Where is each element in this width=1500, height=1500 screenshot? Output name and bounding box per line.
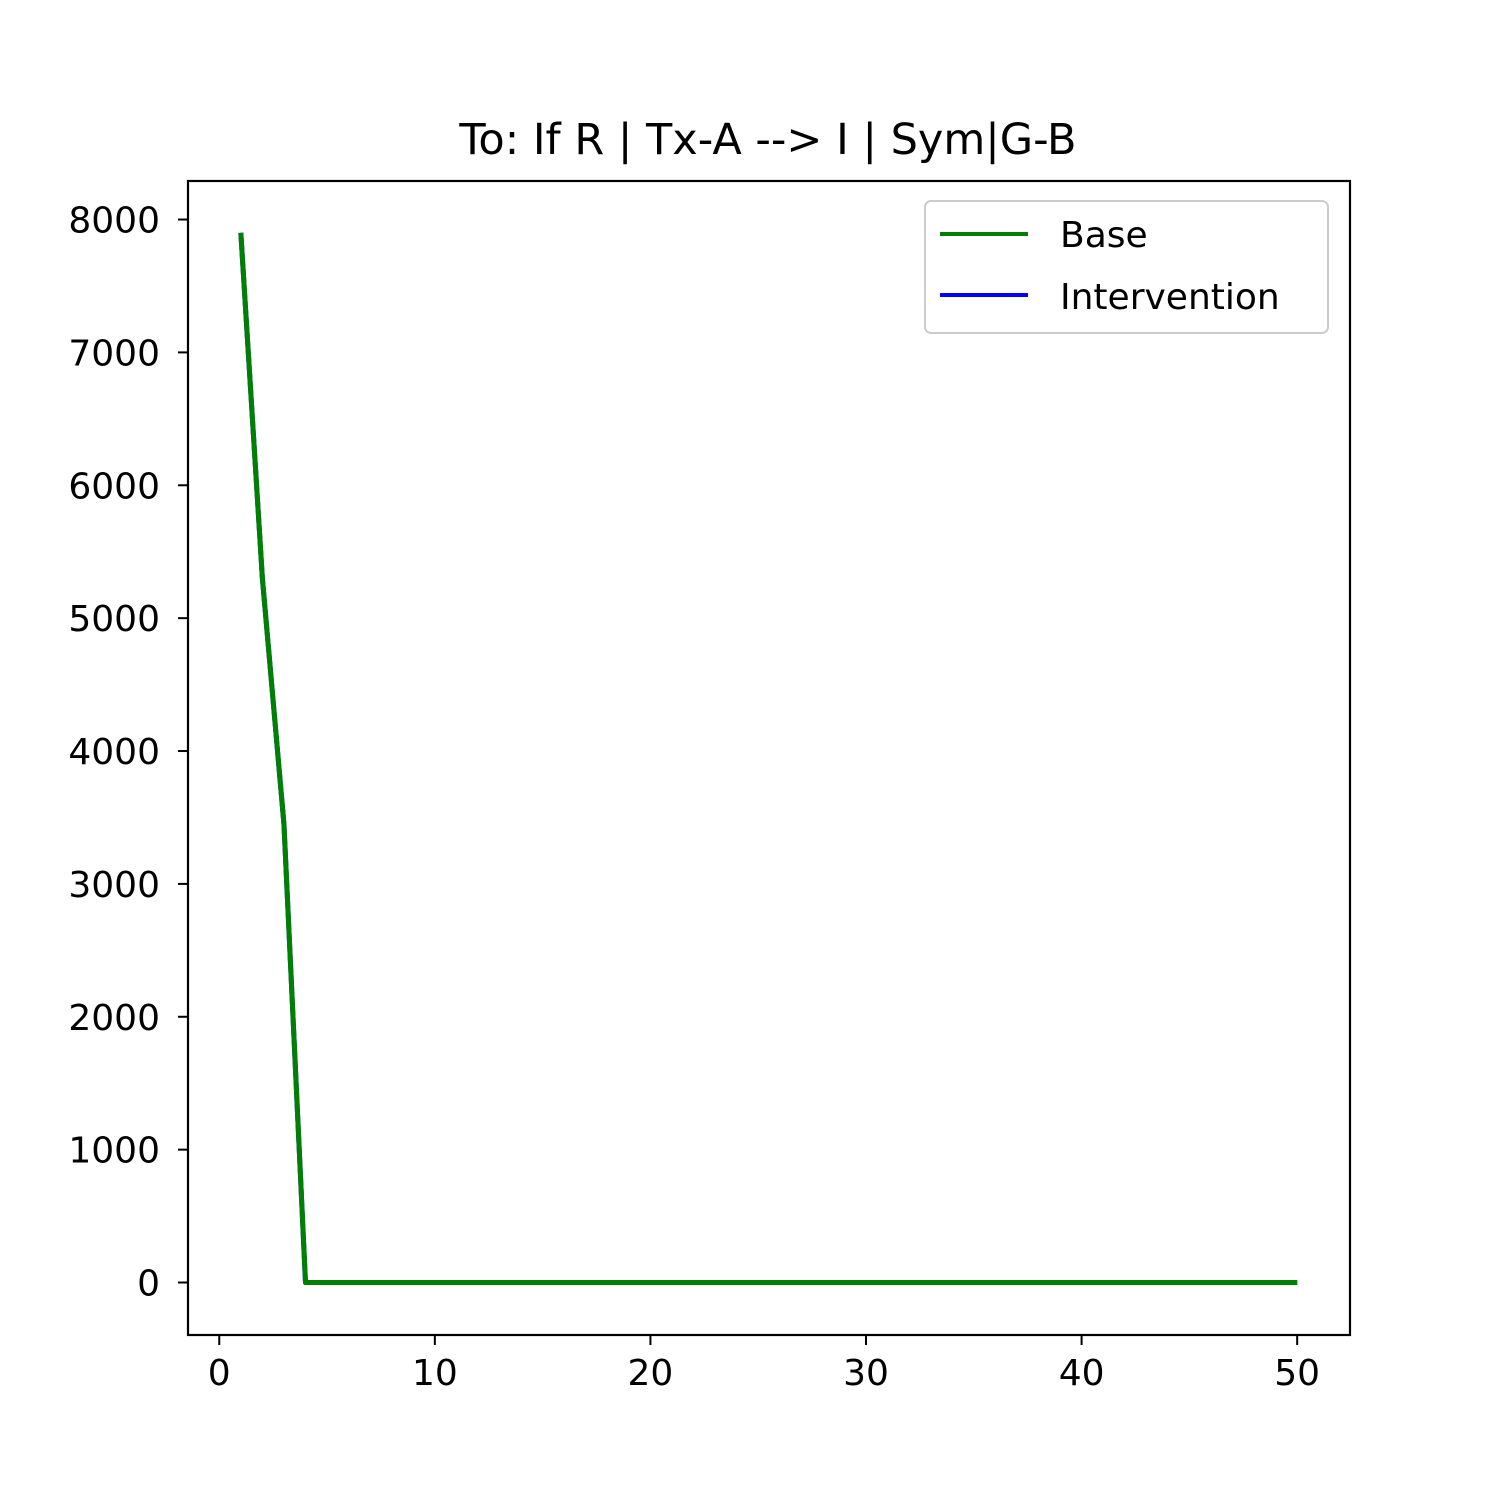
y-tick-label: 0 <box>137 1264 160 1305</box>
y-tick-label: 6000 <box>68 466 160 507</box>
series-layer <box>241 233 1297 1283</box>
y-tick-label: 1000 <box>68 1131 160 1172</box>
x-tick-label: 30 <box>843 1353 889 1394</box>
legend-label-intervention: Intervention <box>1060 277 1280 318</box>
x-tick-label: 50 <box>1274 1353 1320 1394</box>
y-tick-label: 3000 <box>68 865 160 906</box>
plot-frame <box>188 181 1350 1335</box>
y-tick-label: 7000 <box>68 333 160 374</box>
series-line-base <box>241 233 1297 1283</box>
x-tick-label: 20 <box>628 1353 674 1394</box>
x-axis: 0 10 20 30 40 50 <box>208 1335 1320 1394</box>
chart-title: To: If R | Tx-A --> I | Sym|G-B <box>458 115 1076 165</box>
y-tick-label: 4000 <box>68 732 160 773</box>
x-tick-label: 40 <box>1059 1353 1105 1394</box>
x-tick-label: 10 <box>412 1353 458 1394</box>
y-tick-label: 8000 <box>68 201 160 242</box>
x-tick-label: 0 <box>208 1353 231 1394</box>
y-tick-label: 2000 <box>68 998 160 1039</box>
y-tick-label: 5000 <box>68 599 160 640</box>
legend: Base Intervention <box>925 201 1328 333</box>
legend-label-base: Base <box>1060 215 1148 256</box>
series-line-intervention <box>241 233 1297 1283</box>
y-axis: 0 1000 2000 3000 4000 5000 6000 7000 8000 <box>68 201 188 1305</box>
